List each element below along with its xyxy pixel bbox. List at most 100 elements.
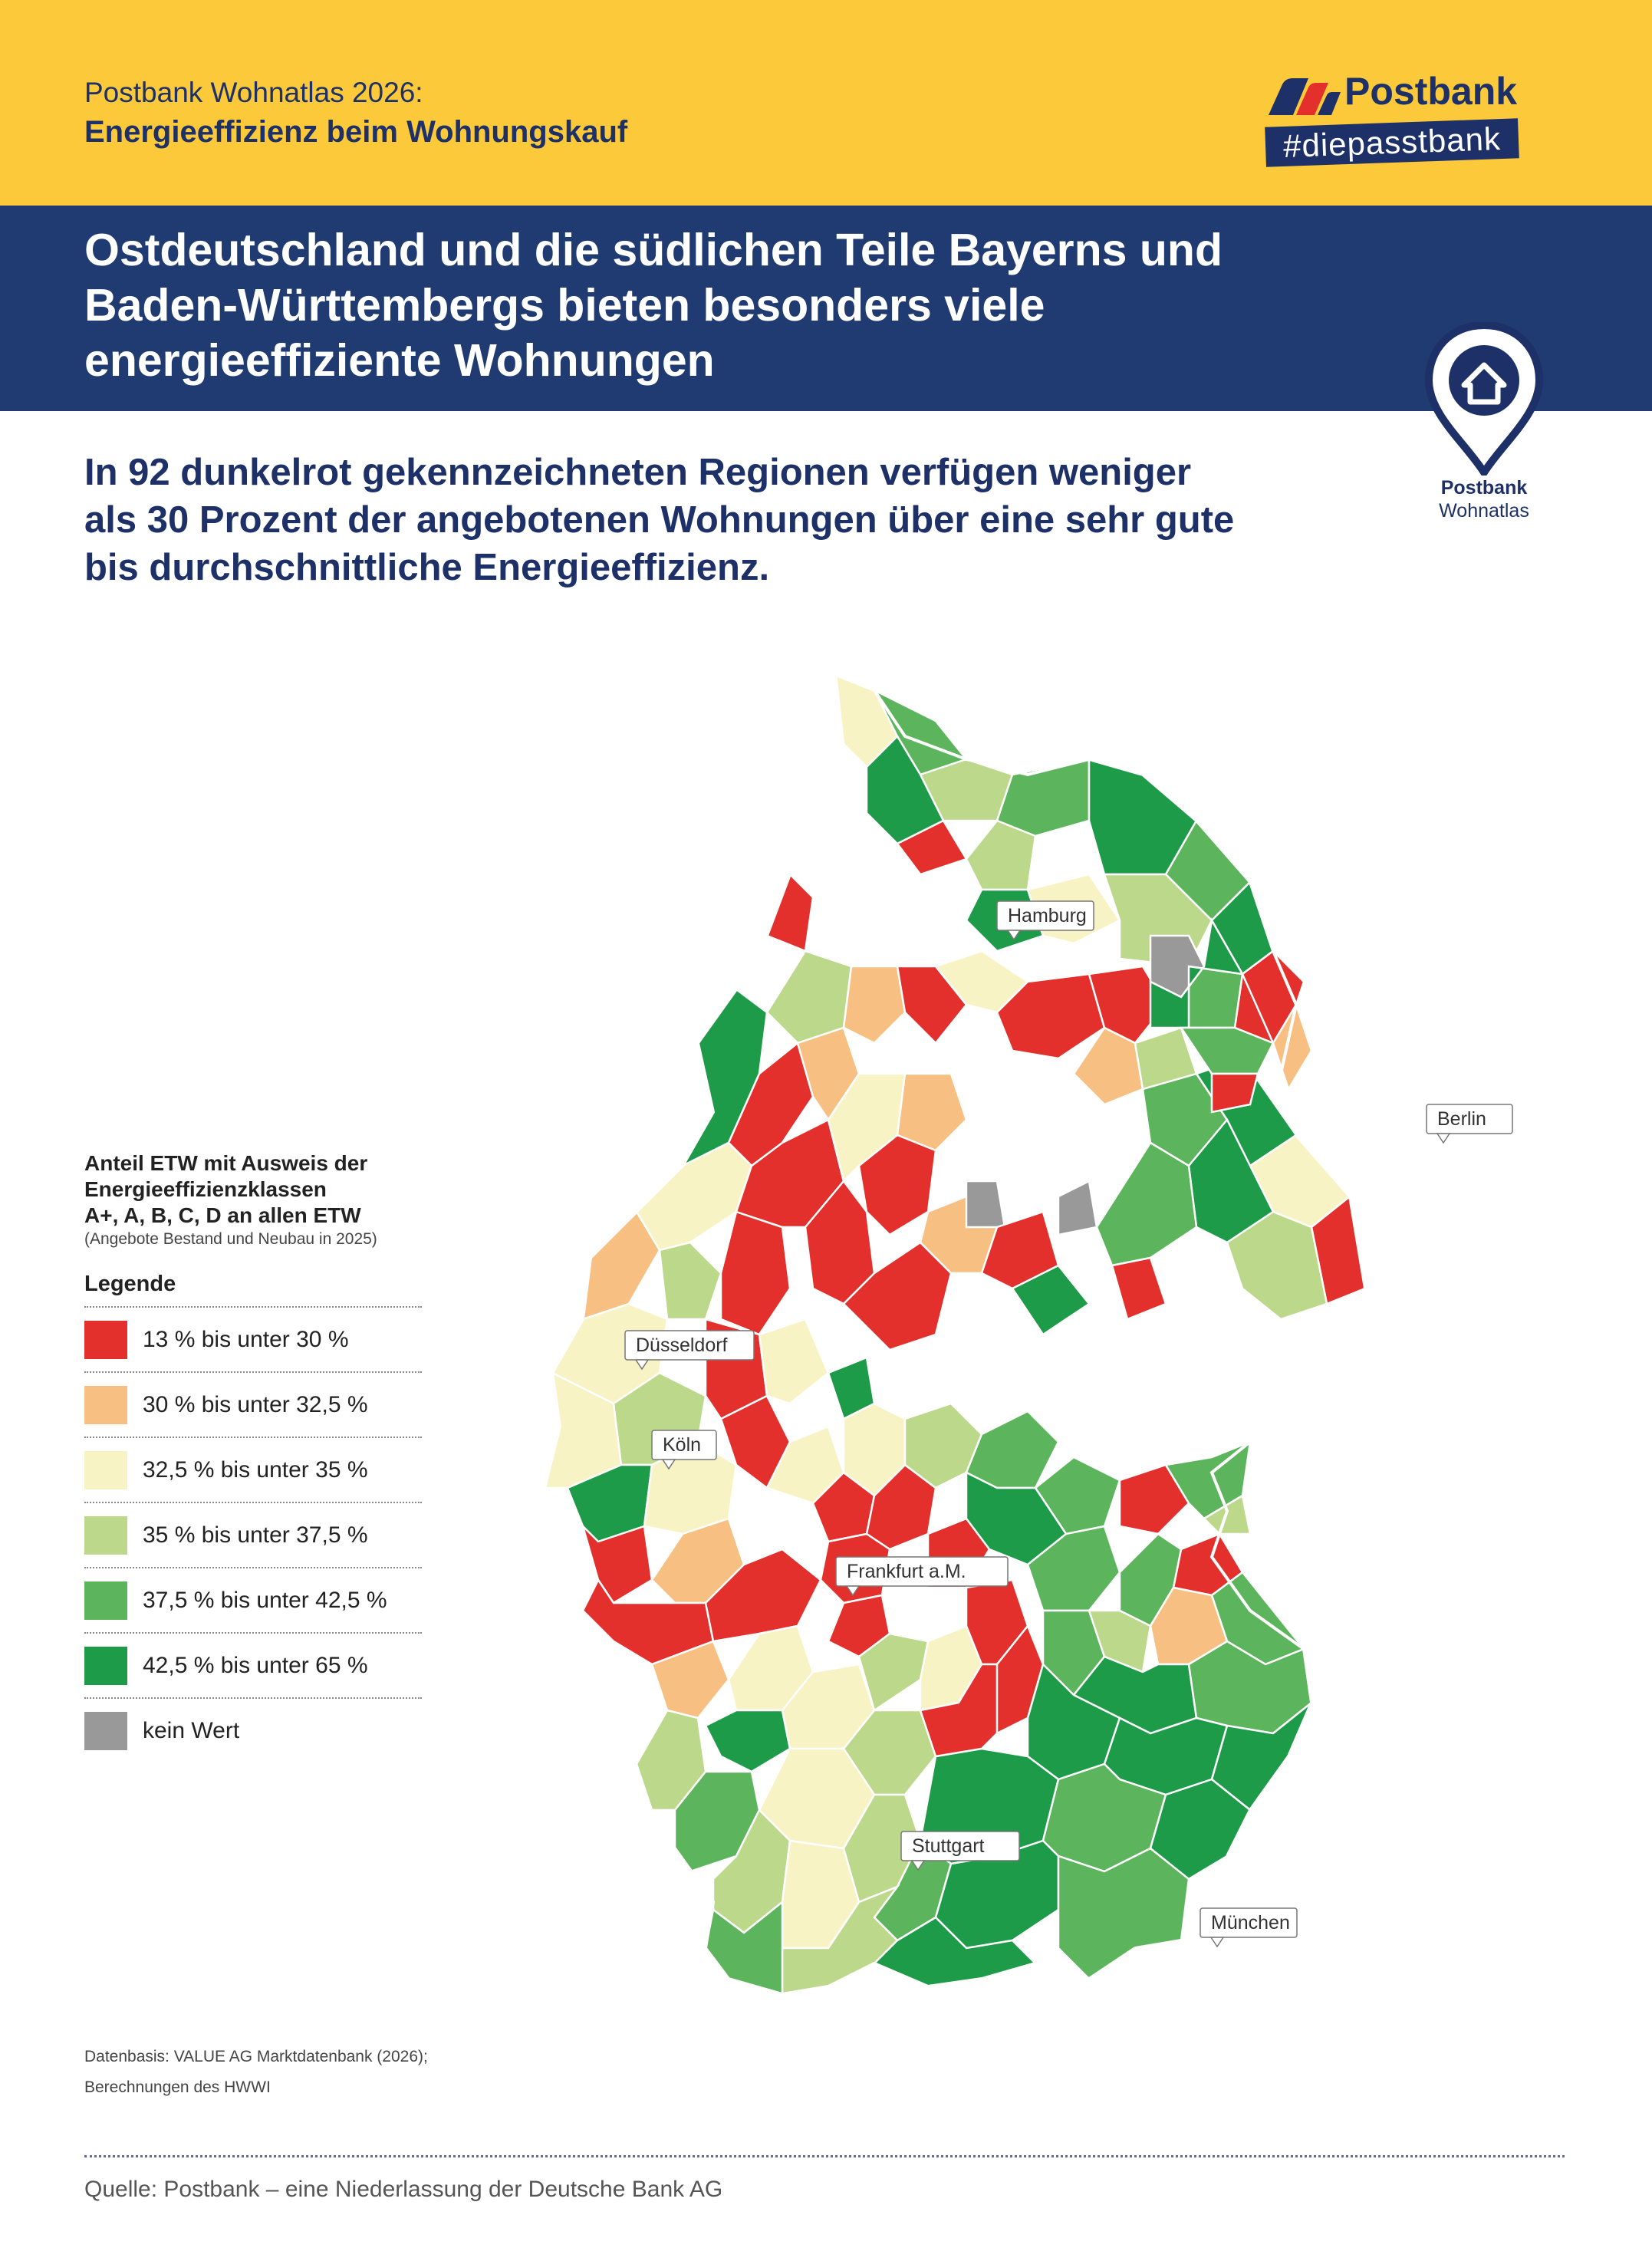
city-pointer <box>910 1860 926 1871</box>
legend-swatch <box>84 1581 127 1620</box>
legend: Anteil ETW mit Ausweis der Energieeffizi… <box>84 1150 422 1762</box>
city-label-box <box>835 1556 1009 1587</box>
city-markers: Hamburg Berlin Düsseldorf Köln Frankfurt a.M… <box>624 900 1513 1948</box>
legend-title-line: A+, A, B, C, D an allen ETW <box>84 1203 361 1227</box>
city-pointer <box>1006 930 1022 941</box>
map-region <box>1118 1463 1190 1535</box>
legend-swatch <box>84 1385 127 1424</box>
city-marker: Frankfurt a.M. <box>835 1556 1009 1597</box>
source-line: Quelle: Postbank – eine Niederlassung de… <box>84 2177 723 2202</box>
footnote-line: Berechnungen des HWWI <box>84 2078 271 2096</box>
map-region <box>765 872 814 953</box>
map-region <box>1226 1210 1328 1321</box>
city-label: Berlin <box>1437 1108 1486 1130</box>
logo-tagline: #diepasstbank <box>1265 118 1519 167</box>
map-region <box>1179 1026 1275 1075</box>
city-marker: München <box>1200 1907 1298 1948</box>
footer-divider <box>84 2155 1565 2157</box>
map-region <box>1057 1180 1098 1236</box>
map-region <box>965 1410 1060 1489</box>
legend-swatch <box>84 1646 127 1685</box>
wohnatlas-badge: Postbank Wohnatlas <box>1423 321 1545 529</box>
legend-label: 37,5 % bis unter 42,5 % <box>143 1587 387 1613</box>
map-region <box>719 1210 791 1336</box>
footnote-line: Datenbasis: VALUE AG Marktdatenbank (202… <box>84 2048 428 2065</box>
map-region <box>842 965 907 1045</box>
region-fills <box>543 673 1367 1996</box>
city-marker: Hamburg <box>996 900 1094 941</box>
legend-swatch <box>84 1711 127 1750</box>
legend-list: 13 % bis unter 30 % 30 % bis unter 32,5 … <box>84 1306 422 1762</box>
map-region <box>1149 917 1245 1029</box>
city-label-box <box>624 1330 755 1361</box>
city-label-box <box>651 1430 717 1460</box>
map-region <box>658 1241 722 1321</box>
badge-subtitle: Wohnatlas <box>1439 500 1529 522</box>
legend-swatch <box>84 1516 127 1555</box>
map-region <box>1241 949 1305 1045</box>
map-region <box>965 1180 1006 1229</box>
city-label: Köln <box>663 1434 701 1456</box>
legend-note: (Angebote Bestand und Neubau in 2025) <box>84 1230 377 1248</box>
header-band <box>0 0 1652 206</box>
germany-outline <box>542 673 1367 1996</box>
city-label: Frankfurt a.M. <box>847 1561 966 1582</box>
city-marker: Köln <box>651 1430 717 1470</box>
badge-name: Postbank <box>1440 477 1528 499</box>
header-series-title: Postbank Wohnatlas 2026: <box>84 77 423 108</box>
header-topic-title: Energieeffizienz beim Wohnungskauf <box>84 115 628 149</box>
legend-title: Anteil ETW mit Ausweis der Energieeffizi… <box>84 1150 422 1229</box>
city-label: Hamburg <box>1008 905 1087 926</box>
postbank-logo: Postbank #diepasstbank <box>1265 67 1526 167</box>
city-label-box <box>996 900 1094 931</box>
map-region <box>919 1663 999 1758</box>
city-pointer <box>634 1359 650 1371</box>
page-headline: Ostdeutschland und die südlichen Teile B… <box>84 225 1223 386</box>
map-region <box>1095 1141 1198 1267</box>
map-region <box>896 1072 968 1152</box>
germany-choropleth-map: Hamburg Berlin Düsseldorf Köln Frankfurt a.M… <box>542 673 1513 1996</box>
legend-item: 30 % bis unter 32,5 % <box>84 1371 422 1437</box>
city-label: München <box>1211 1912 1290 1934</box>
legend-title-line: Anteil ETW mit Ausweis der <box>84 1151 368 1175</box>
legend-label: 30 % bis unter 32,5 % <box>143 1391 368 1417</box>
legend-label: 42,5 % bis unter 65 % <box>143 1652 368 1678</box>
city-label-box <box>1200 1907 1298 1938</box>
city-pointer <box>661 1459 676 1470</box>
map-region <box>704 1709 791 1773</box>
intro-text: In 92 dunkelrot gekennzeichneten Regione… <box>84 452 1235 588</box>
city-label: Düsseldorf <box>636 1335 728 1356</box>
legend-item: 42,5 % bis unter 65 % <box>84 1632 422 1697</box>
city-marker: Stuttgart <box>900 1831 1020 1871</box>
legend-item: 13 % bis unter 30 % <box>84 1306 422 1371</box>
city-pointer <box>1436 1133 1451 1144</box>
map-region <box>673 1770 761 1873</box>
legend-heading: Legende <box>84 1272 176 1296</box>
legend-title-line: Energieeffizienzklassen <box>84 1177 327 1201</box>
city-marker: Düsseldorf <box>624 1330 755 1371</box>
map-region <box>896 965 968 1045</box>
map-region <box>965 819 1037 891</box>
headline-band <box>0 206 1652 411</box>
city-pointer <box>845 1585 861 1597</box>
city-label: Stuttgart <box>912 1835 985 1857</box>
map-region <box>1011 1264 1091 1336</box>
logo-wordmark: Postbank <box>1344 70 1518 113</box>
map-region <box>758 1318 830 1405</box>
postbank-wings-icon <box>1269 78 1341 115</box>
map-region <box>1111 1256 1167 1321</box>
map-region <box>1072 1026 1144 1106</box>
legend-label: 13 % bis unter 30 % <box>143 1326 349 1352</box>
map-region <box>765 1425 845 1505</box>
legend-swatch <box>84 1320 127 1359</box>
legend-label: kein Wert <box>143 1717 240 1743</box>
city-marker: Berlin <box>1426 1104 1513 1144</box>
data-footnote: Datenbasis: VALUE AG Marktdatenbank (202… <box>84 2042 545 2103</box>
map-region <box>650 1640 730 1720</box>
map-region <box>1057 1847 1190 1980</box>
legend-label: 32,5 % bis unter 35 % <box>143 1456 368 1483</box>
city-pointer <box>1209 1937 1225 1948</box>
legend-item: 37,5 % bis unter 42,5 % <box>84 1567 422 1632</box>
legend-label: 35 % bis unter 37,5 % <box>143 1522 368 1548</box>
city-label-box <box>1426 1104 1513 1134</box>
